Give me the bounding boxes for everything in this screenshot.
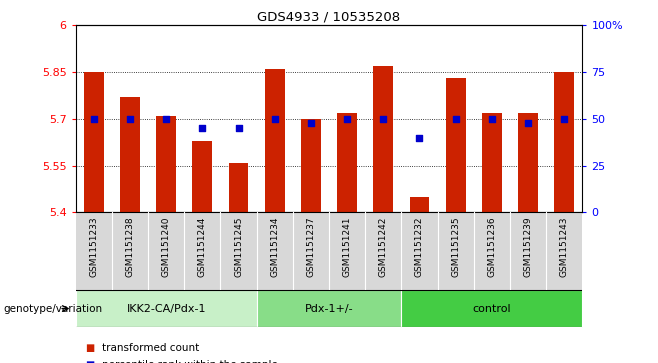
Bar <box>265 69 285 212</box>
Point <box>378 116 388 122</box>
Text: GSM1151241: GSM1151241 <box>343 216 351 277</box>
Point <box>342 116 353 122</box>
Text: GSM1151237: GSM1151237 <box>307 216 315 277</box>
Bar <box>482 113 502 212</box>
Point <box>450 116 461 122</box>
Text: control: control <box>472 303 511 314</box>
Point <box>486 116 497 122</box>
Text: Pdx-1+/-: Pdx-1+/- <box>305 303 353 314</box>
Text: IKK2-CA/Pdx-1: IKK2-CA/Pdx-1 <box>126 303 206 314</box>
Text: GSM1151243: GSM1151243 <box>560 216 569 277</box>
Bar <box>554 72 574 212</box>
Bar <box>337 113 357 212</box>
Bar <box>156 116 176 212</box>
Point <box>559 116 570 122</box>
Text: ■: ■ <box>86 360 95 363</box>
Text: GSM1151245: GSM1151245 <box>234 216 243 277</box>
Bar <box>84 72 104 212</box>
Text: GSM1151244: GSM1151244 <box>198 216 207 277</box>
Bar <box>518 113 538 212</box>
Bar <box>76 290 257 327</box>
Bar <box>192 141 213 212</box>
Text: transformed count: transformed count <box>102 343 199 354</box>
Bar <box>401 290 582 327</box>
Text: GSM1151235: GSM1151235 <box>451 216 460 277</box>
Text: ■: ■ <box>86 343 95 354</box>
Text: GSM1151240: GSM1151240 <box>162 216 170 277</box>
Text: GSM1151239: GSM1151239 <box>524 216 532 277</box>
Text: GSM1151233: GSM1151233 <box>89 216 98 277</box>
Text: GDS4933 / 10535208: GDS4933 / 10535208 <box>257 11 401 24</box>
Point <box>161 116 171 122</box>
Point <box>233 125 243 131</box>
Point <box>522 120 533 126</box>
Text: GSM1151236: GSM1151236 <box>488 216 496 277</box>
Point <box>88 116 99 122</box>
Text: GSM1151242: GSM1151242 <box>379 216 388 277</box>
Text: GSM1151238: GSM1151238 <box>126 216 134 277</box>
Bar <box>301 119 321 212</box>
Point <box>415 135 425 140</box>
Bar <box>228 163 249 212</box>
Text: GSM1151232: GSM1151232 <box>415 216 424 277</box>
Bar <box>409 197 430 212</box>
Point <box>197 125 207 131</box>
Point <box>305 120 316 126</box>
Text: percentile rank within the sample: percentile rank within the sample <box>102 360 278 363</box>
Bar <box>373 66 393 212</box>
Bar <box>257 290 401 327</box>
Point <box>270 116 280 122</box>
Text: GSM1151234: GSM1151234 <box>270 216 279 277</box>
Bar <box>120 97 140 212</box>
Text: genotype/variation: genotype/variation <box>3 303 103 314</box>
Point <box>124 116 136 122</box>
Bar <box>445 78 466 212</box>
